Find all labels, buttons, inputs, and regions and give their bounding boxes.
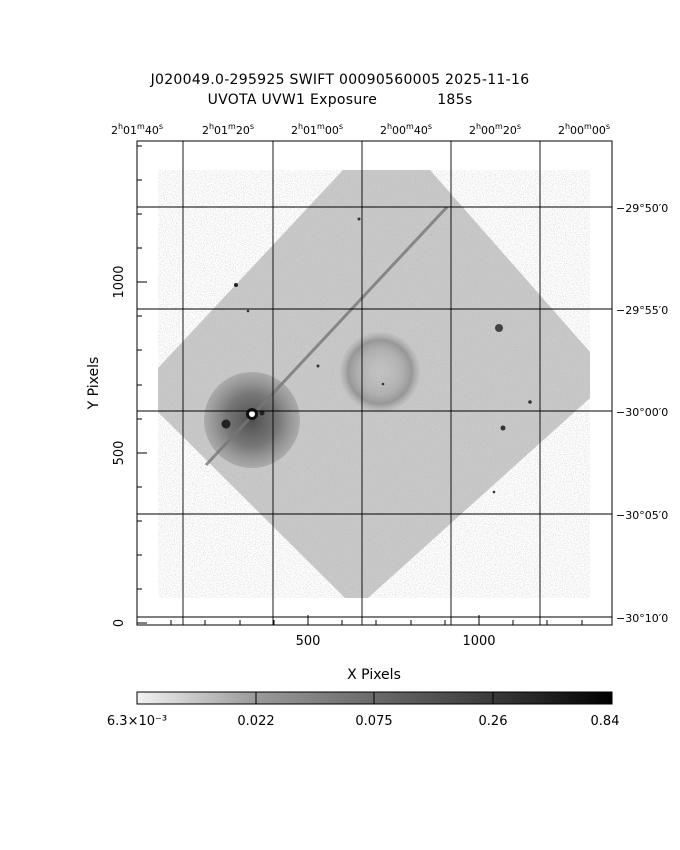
ra-tick-label: 2h01m20s	[202, 122, 254, 137]
pixel-ticks	[137, 145, 583, 625]
colorbar-label: 0.075	[355, 714, 392, 729]
star-source	[528, 400, 532, 404]
image-subtitle: UVOTA UVW1 Exposure 185s	[0, 92, 680, 108]
ghost-ring	[340, 332, 420, 412]
ra-tick-label: 2h01m00s	[291, 122, 343, 137]
y-tick-label: 0	[112, 619, 127, 627]
star-source	[316, 364, 320, 368]
star-source	[357, 217, 361, 221]
y-axis-title: Y Pixels	[86, 357, 102, 411]
dec-tick-label: −30°05′0	[616, 509, 668, 522]
colorbar-ticks	[255, 692, 494, 704]
satellite-trail	[204, 205, 449, 467]
star-source	[500, 425, 506, 431]
ra-tick-label: 2h00m00s	[558, 122, 610, 137]
dec-tick-label: −30°10′0	[616, 612, 668, 625]
ra-tick-label: 2h01m40s	[111, 122, 163, 137]
bright-star-core	[249, 411, 255, 417]
dec-tick-label: −29°55′0	[616, 304, 668, 317]
y-tick-label: 500	[112, 441, 127, 466]
star-source	[495, 324, 503, 332]
star-source	[492, 490, 496, 494]
ra-tick-label: 2h00m20s	[469, 122, 521, 137]
colorbar-label: 0.022	[237, 714, 274, 729]
image-title: J020049.0-295925 SWIFT 00090560005 2025-…	[150, 72, 530, 88]
ra-tick-label: 2h00m40s	[380, 122, 432, 137]
star-source	[221, 419, 231, 429]
star-source	[381, 382, 385, 386]
plot-frame	[136, 140, 613, 626]
x-tick-label: 500	[296, 634, 321, 649]
dec-tick-label: −30°00′0	[616, 406, 668, 419]
exposure-field	[158, 170, 590, 598]
coordinate-grid	[137, 141, 612, 625]
x-axis-title: X Pixels	[347, 667, 401, 683]
colorbar-label: 6.3×10⁻³	[107, 714, 167, 729]
star-source	[234, 283, 238, 287]
exposure-time: 185s	[437, 92, 473, 108]
y-tick-label: 1000	[112, 265, 127, 298]
colorbar-label: 0.84	[591, 714, 620, 729]
star-source	[246, 309, 250, 313]
star-source	[259, 410, 265, 416]
x-tick-label: 1000	[462, 634, 495, 649]
colorbar-label: 0.26	[479, 714, 508, 729]
dec-tick-label: −29°50′0	[616, 202, 668, 215]
filter-exposure-label: UVOTA UVW1 Exposure	[207, 92, 378, 108]
